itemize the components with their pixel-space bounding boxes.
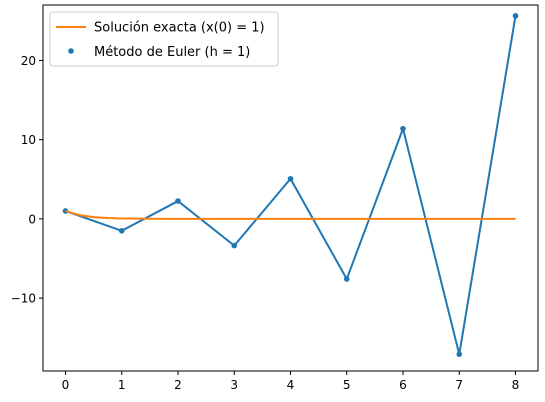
exact-solution-line (65, 210, 516, 220)
legend-label-exact: Solución exacta (x(0) = 1) (94, 21, 265, 36)
euler-point (400, 125, 406, 132)
y-axis: −10 0 10 20 (11, 54, 43, 306)
x-tick-label: 7 (455, 378, 463, 392)
legend: Solución exacta (x(0) = 1) Método de Eul… (49, 11, 279, 67)
legend-label-euler: Método de Euler (h = 1) (94, 45, 250, 60)
x-tick-label: 4 (287, 378, 295, 392)
x-tick-label: 8 (512, 378, 520, 392)
y-tick-label: −10 (11, 292, 36, 306)
x-tick-label: 1 (118, 378, 126, 392)
x-axis: 0 1 2 3 4 5 6 7 8 (62, 371, 520, 392)
y-tick-label: 20 (21, 54, 36, 68)
euler-point (343, 276, 350, 282)
euler-point (287, 175, 294, 182)
euler-point (175, 198, 181, 204)
euler-point (231, 242, 238, 249)
x-tick-label: 2 (174, 378, 182, 392)
euler-point (512, 13, 519, 19)
euler-point (456, 351, 463, 358)
euler-method-line (65, 15, 517, 356)
euler-point (118, 227, 125, 234)
plot-area (62, 13, 519, 358)
x-tick-label: 5 (343, 378, 351, 392)
x-tick-label: 3 (230, 378, 238, 392)
x-tick-label: 6 (399, 378, 407, 392)
legend-box (49, 11, 279, 67)
x-tick-label: 0 (62, 378, 70, 392)
y-tick-label: 0 (28, 212, 36, 226)
legend-marker-euler (68, 48, 74, 54)
y-tick-label: 10 (21, 133, 36, 147)
